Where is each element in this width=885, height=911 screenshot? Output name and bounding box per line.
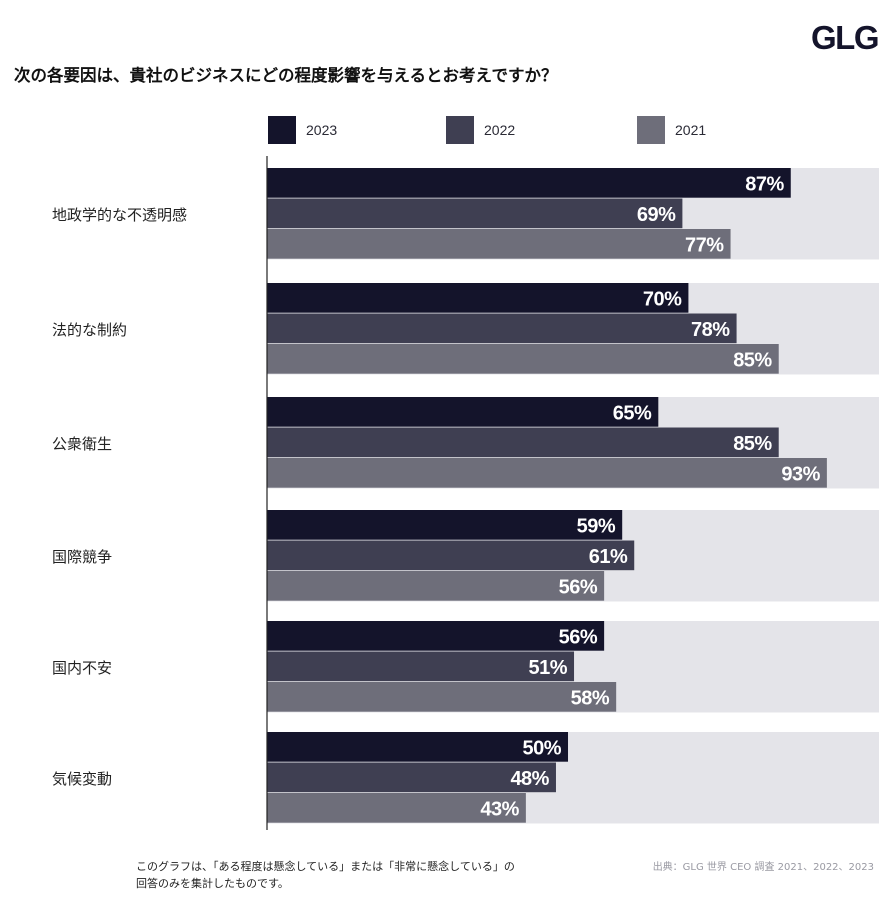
legend-label-2022: 2022: [484, 122, 516, 138]
bar-2023: [267, 168, 791, 198]
chart-title: 次の各要因は、貴社のビジネスにどの程度影響を与えるとお考えですか？: [14, 66, 558, 85]
legend-swatch-2022: [446, 116, 474, 144]
category-label: 公衆衛生: [52, 435, 112, 453]
data-label-2023: 50%: [522, 737, 561, 759]
bar-2022: [267, 651, 575, 682]
data-label-2022: 51%: [529, 657, 568, 679]
legend-label-2023: 2023: [306, 122, 338, 138]
legend-item-2023: 2023: [268, 116, 337, 144]
bar-2023: [267, 732, 569, 762]
data-label-2021: 43%: [480, 798, 519, 820]
footnote-line-2: 回答のみを集計したものです。: [136, 877, 289, 890]
bar-2022: [267, 762, 556, 793]
data-label-2023: 59%: [577, 515, 616, 537]
bar-2021: [267, 458, 827, 488]
bar-2022: [267, 427, 779, 458]
data-label-2021: 58%: [571, 687, 610, 709]
footnote: このグラフは、「ある程度は懸念している」または「非常に懸念している」の 回答のみ…: [136, 858, 515, 892]
bar-2021: [267, 571, 605, 601]
legend-item-2021: 2021: [637, 116, 706, 144]
data-label-2021: 56%: [559, 576, 598, 598]
bar-2022: [267, 313, 737, 344]
data-label-2023: 70%: [643, 288, 682, 310]
category-label: 気候変動: [52, 770, 112, 788]
data-label-2021: 77%: [685, 234, 724, 256]
data-label-2023: 87%: [745, 173, 784, 195]
data-label-2021: 93%: [781, 463, 820, 485]
data-label-2021: 85%: [733, 349, 772, 371]
bar-2023: [267, 283, 689, 313]
bar-2021: [267, 344, 779, 374]
data-label-2022: 61%: [589, 546, 628, 568]
legend-label-2021: 2021: [675, 122, 707, 138]
bar-2023: [267, 621, 605, 651]
footnote-line-1: このグラフは、「ある程度は懸念している」または「非常に懸念している」の: [136, 860, 515, 873]
chart-legend: 2023 2022 2021: [0, 116, 885, 146]
data-label-2022: 48%: [510, 768, 549, 790]
category-label: 国際競争: [52, 548, 112, 566]
category-label: 国内不安: [52, 659, 112, 677]
category-label: 法的な制約: [52, 321, 127, 339]
source-note: 出典：GLG 世界 CEO 調査 2021、2022、2023: [652, 862, 874, 873]
data-label-2022: 85%: [733, 433, 772, 455]
legend-item-2022: 2022: [446, 116, 515, 144]
data-label-2022: 69%: [637, 204, 676, 226]
category-label: 地政学的な不透明感: [52, 206, 187, 224]
legend-swatch-2021: [637, 116, 665, 144]
bar-2021: [267, 682, 617, 712]
glg-logo: GLG: [811, 19, 880, 56]
data-label-2023: 65%: [613, 402, 652, 424]
legend-swatch-2023: [268, 116, 296, 144]
bar-2023: [267, 510, 623, 540]
data-label-2022: 78%: [691, 319, 730, 341]
bar-2022: [267, 540, 635, 571]
bar-2021: [267, 229, 731, 259]
bar-2021: [267, 793, 526, 823]
bar-2023: [267, 397, 659, 427]
data-label-2023: 56%: [559, 626, 598, 648]
bar-2022: [267, 198, 683, 229]
